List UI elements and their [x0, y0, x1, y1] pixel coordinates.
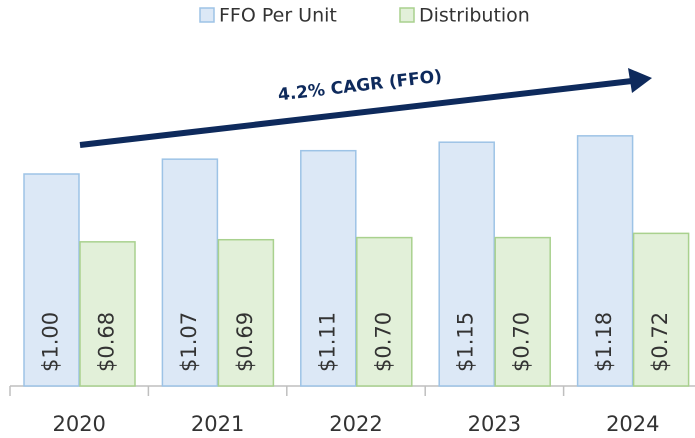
legend-label: Distribution	[419, 5, 530, 27]
bar	[217, 238, 275, 387]
bar	[576, 135, 634, 387]
x-tick-label: 2022	[329, 412, 382, 436]
x-tick-label: 2024	[606, 412, 659, 436]
value-label: $0.68	[95, 312, 119, 372]
value-label: $0.70	[510, 312, 534, 372]
value-label: $0.70	[371, 312, 395, 372]
legend-swatch	[199, 7, 215, 23]
bar	[438, 141, 495, 387]
x-tick-label: 2020	[52, 412, 105, 436]
x-tick-label: 2021	[191, 412, 244, 436]
value-label: $1.15	[454, 312, 478, 372]
value-label: $0.72	[648, 312, 672, 372]
trend-arrow	[79, 68, 652, 148]
arrow-head	[628, 68, 652, 93]
x-tick-label: 2023	[468, 412, 521, 436]
legend-label: FFO Per Unit	[219, 5, 337, 27]
bar	[632, 232, 690, 387]
bar	[356, 236, 413, 387]
arrow-line	[79, 78, 633, 148]
bar	[79, 241, 136, 387]
value-label: $1.18	[592, 312, 616, 372]
value-label: $1.07	[177, 312, 201, 372]
legend-swatch	[399, 7, 415, 23]
bar	[23, 173, 80, 387]
bar	[494, 236, 551, 387]
value-label: $1.11	[315, 312, 339, 372]
bar	[300, 149, 357, 387]
value-label: $0.69	[233, 312, 257, 372]
bar	[161, 158, 219, 387]
annotation: 4.2% CAGR (FFO)	[277, 67, 443, 106]
value-label: $1.00	[39, 312, 63, 372]
